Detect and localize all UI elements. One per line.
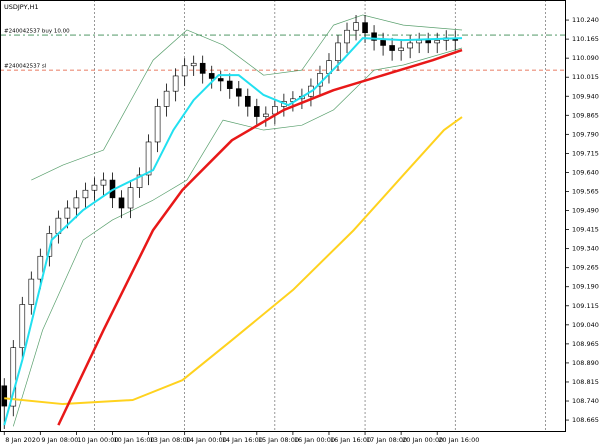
indicator-line bbox=[4, 116, 463, 406]
x-tick-label: 10 Jan 00:00 bbox=[77, 436, 118, 444]
candle-body bbox=[46, 233, 53, 257]
x-tick-label: 17 Jan 08:00 bbox=[366, 436, 407, 444]
candle-body bbox=[19, 304, 26, 348]
x-tick-label: 15 Jan 08:00 bbox=[258, 436, 299, 444]
y-tick-label: 109.790 bbox=[572, 130, 599, 138]
candle-body bbox=[145, 141, 152, 176]
y-tick-label: 110.165 bbox=[572, 35, 599, 43]
y-tick-label: 109.040 bbox=[572, 321, 599, 329]
x-tick-label: 16 Jan 00:00 bbox=[294, 436, 335, 444]
x-tick-label: 20 Jan 00:00 bbox=[402, 436, 443, 444]
candle-body bbox=[380, 40, 386, 46]
indicator-line bbox=[3, 37, 463, 426]
candle-body bbox=[154, 106, 161, 143]
y-tick-label: 110.015 bbox=[572, 73, 599, 81]
y-tick-label: 109.715 bbox=[572, 149, 599, 157]
y-tick-label: 109.940 bbox=[572, 92, 599, 100]
x-tick-label: 10 Jan 16:00 bbox=[113, 436, 154, 444]
y-tick-label: 109.865 bbox=[572, 111, 599, 119]
candle-body bbox=[10, 347, 17, 407]
x-tick-label: 16 Jan 16:00 bbox=[330, 436, 371, 444]
y-tick-label: 109.565 bbox=[572, 187, 599, 195]
candle-body bbox=[181, 65, 188, 77]
x-tick-label: 14 Jan 00:00 bbox=[186, 436, 227, 444]
x-tick-label: 8 Jan 2020 bbox=[5, 436, 40, 444]
order-label: #240042537 buy 10.00 bbox=[4, 29, 70, 35]
candle-body bbox=[398, 47, 404, 51]
indicator-line bbox=[57, 48, 463, 426]
indicator-line bbox=[12, 47, 463, 427]
candle-body bbox=[163, 90, 170, 107]
y-tick-label: 109.490 bbox=[572, 207, 599, 215]
y-tick-label: 109.415 bbox=[572, 226, 599, 234]
candle-body bbox=[434, 40, 441, 44]
candle-body bbox=[208, 73, 215, 79]
y-tick-label: 109.190 bbox=[572, 283, 599, 291]
candle-body bbox=[263, 113, 269, 117]
candle-body bbox=[407, 42, 413, 49]
candle-body bbox=[64, 207, 71, 219]
candle-body bbox=[127, 187, 134, 209]
candle-body bbox=[136, 174, 143, 188]
candle-body bbox=[118, 197, 125, 209]
y-tick-label: 109.115 bbox=[572, 302, 599, 310]
candle-body bbox=[100, 179, 107, 186]
candle-body bbox=[91, 184, 98, 191]
candle-body bbox=[371, 32, 377, 41]
x-tick-label: 14 Jan 16:00 bbox=[222, 436, 263, 444]
y-tick-label: 109.640 bbox=[572, 168, 599, 176]
x-tick-label: 9 Jan 08:00 bbox=[41, 436, 78, 444]
candle-body bbox=[199, 62, 206, 74]
candle-body bbox=[244, 95, 251, 107]
x-tick-label: 13 Jan 08:00 bbox=[150, 436, 191, 444]
candle-body bbox=[389, 45, 395, 51]
candle-body bbox=[344, 29, 350, 44]
y-tick-label: 108.815 bbox=[572, 378, 599, 386]
candle-body bbox=[353, 22, 359, 31]
candle-body bbox=[425, 40, 431, 44]
candle-body bbox=[217, 78, 224, 82]
y-tick-label: 108.965 bbox=[572, 340, 599, 348]
candle-body bbox=[37, 255, 44, 280]
candle-body bbox=[82, 189, 89, 199]
candle-body bbox=[235, 88, 242, 97]
indicator-line bbox=[31, 14, 463, 181]
y-tick-label: 108.665 bbox=[572, 416, 599, 424]
y-tick-label: 110.240 bbox=[572, 16, 599, 24]
x-tick-label: 20 Jan 16:00 bbox=[438, 436, 479, 444]
candle-body bbox=[1, 385, 8, 407]
candle-body bbox=[172, 75, 179, 92]
y-tick-label: 109.340 bbox=[572, 245, 599, 253]
order-label: #240042537 sl bbox=[4, 64, 47, 70]
y-tick-label: 108.740 bbox=[572, 397, 599, 405]
chart-title: USDJPY,H1 bbox=[4, 3, 39, 11]
candle-body bbox=[226, 80, 233, 89]
candle-body bbox=[190, 62, 197, 67]
candle-body bbox=[416, 40, 422, 44]
y-tick-label: 108.890 bbox=[572, 359, 599, 367]
candle-body bbox=[28, 278, 35, 305]
candle-body bbox=[362, 22, 368, 34]
candle-body bbox=[73, 197, 80, 209]
candle-body bbox=[254, 106, 260, 117]
y-tick-label: 109.265 bbox=[572, 264, 599, 272]
y-tick-label: 110.090 bbox=[572, 54, 599, 62]
plot-frame bbox=[0, 0, 566, 432]
candle-body bbox=[335, 42, 341, 61]
